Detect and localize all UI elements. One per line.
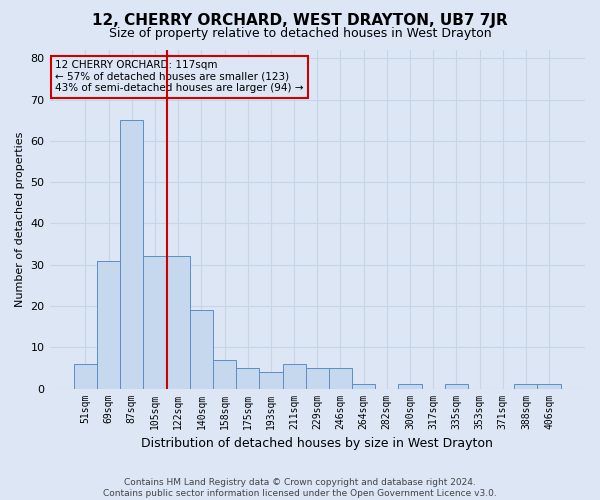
Text: 12, CHERRY ORCHARD, WEST DRAYTON, UB7 7JR: 12, CHERRY ORCHARD, WEST DRAYTON, UB7 7J… — [92, 12, 508, 28]
Bar — [143, 256, 167, 388]
Bar — [398, 384, 422, 388]
Bar — [514, 384, 538, 388]
Bar — [236, 368, 259, 388]
Bar — [259, 372, 283, 388]
X-axis label: Distribution of detached houses by size in West Drayton: Distribution of detached houses by size … — [142, 437, 493, 450]
Bar — [190, 310, 213, 388]
Bar — [445, 384, 468, 388]
Bar — [167, 256, 190, 388]
Y-axis label: Number of detached properties: Number of detached properties — [15, 132, 25, 307]
Text: 12 CHERRY ORCHARD: 117sqm
← 57% of detached houses are smaller (123)
43% of semi: 12 CHERRY ORCHARD: 117sqm ← 57% of detac… — [55, 60, 304, 94]
Text: Contains HM Land Registry data © Crown copyright and database right 2024.
Contai: Contains HM Land Registry data © Crown c… — [103, 478, 497, 498]
Text: Size of property relative to detached houses in West Drayton: Size of property relative to detached ho… — [109, 28, 491, 40]
Bar — [213, 360, 236, 388]
Bar — [283, 364, 305, 388]
Bar — [305, 368, 329, 388]
Bar — [120, 120, 143, 388]
Bar — [74, 364, 97, 388]
Bar — [329, 368, 352, 388]
Bar — [538, 384, 560, 388]
Bar — [97, 260, 120, 388]
Bar — [352, 384, 375, 388]
